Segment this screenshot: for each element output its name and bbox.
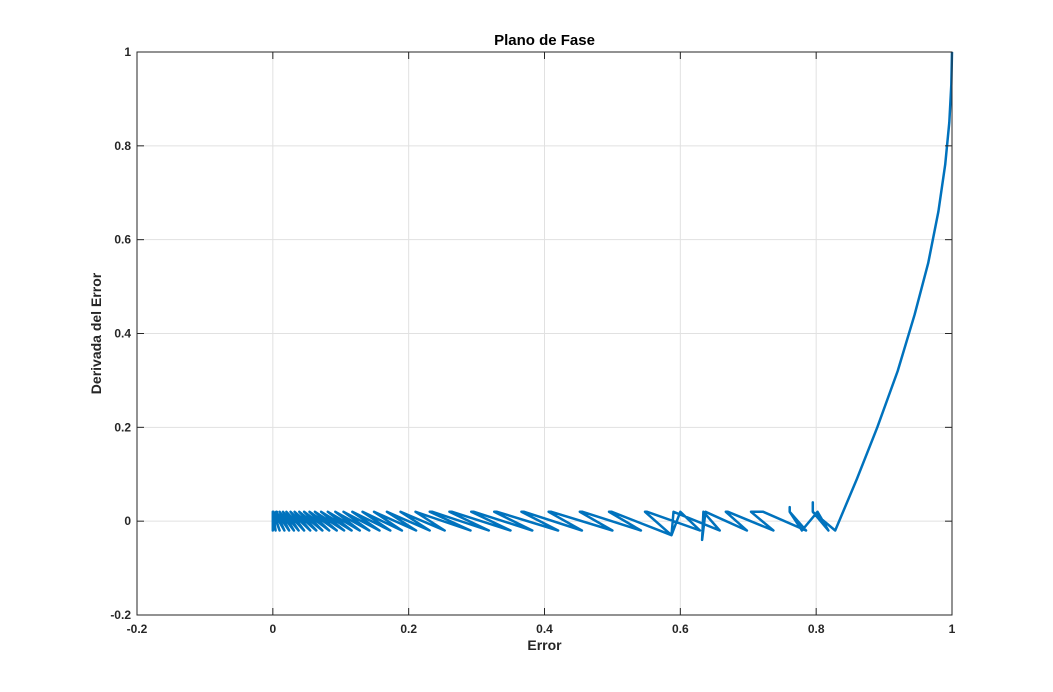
- ticks: [136, 51, 953, 616]
- x-tick-label: 0: [269, 622, 276, 636]
- y-tick-label: 0: [124, 514, 131, 528]
- x-tick-label: 0.8: [808, 622, 825, 636]
- x-tick-label: 0.2: [400, 622, 417, 636]
- chart-title: Plano de Fase: [494, 32, 595, 49]
- x-tick-label: 0.6: [672, 622, 689, 636]
- x-axis-label: Error: [527, 637, 562, 653]
- y-tick-label: 0.6: [114, 233, 131, 247]
- series-line: [271, 51, 954, 542]
- y-tick-label: 1: [124, 45, 131, 59]
- y-tick-labels: -0.2 0 0.2 0.4 0.6 0.8 1: [110, 45, 131, 622]
- y-tick-label: -0.2: [110, 608, 131, 622]
- y-tick-label: 0.2: [114, 420, 131, 434]
- x-tick-labels: -0.2 0 0.2 0.4 0.6 0.8 1: [127, 622, 956, 636]
- y-axis-label: Derivada del Error: [88, 272, 104, 394]
- x-tick-label: 1: [949, 622, 956, 636]
- y-tick-label: 0.8: [114, 139, 131, 153]
- x-tick-label: 0.4: [536, 622, 553, 636]
- x-tick-label: -0.2: [127, 622, 148, 636]
- y-tick-label: 0.4: [114, 327, 131, 341]
- series-group: [271, 51, 954, 542]
